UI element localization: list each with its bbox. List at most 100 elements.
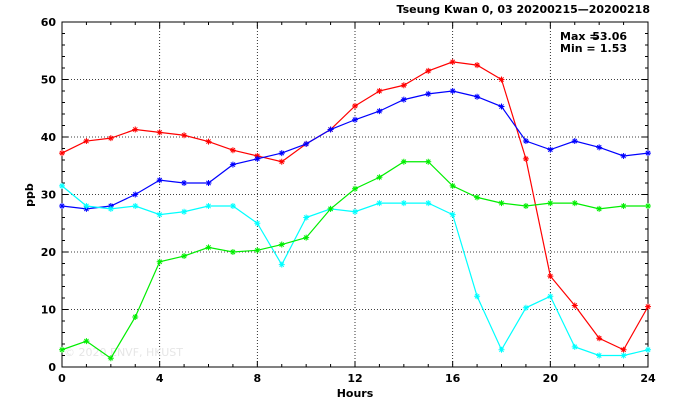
y-tick-label: 10 [41, 304, 57, 317]
data-point-marker [352, 116, 358, 123]
data-point-marker [181, 132, 188, 139]
data-point-marker [278, 158, 285, 165]
chart-title: Tseung Kwan 0, 03 20200215—20200218 [397, 3, 650, 16]
grid-lines [62, 22, 648, 367]
data-point-marker [254, 155, 261, 162]
y-tick-label: 40 [41, 131, 57, 144]
data-point-marker [205, 138, 212, 145]
data-point-marker [474, 62, 481, 69]
data-point-marker [449, 88, 456, 94]
data-point-marker [522, 138, 529, 145]
data-point-marker [449, 58, 456, 65]
x-tick-label: 24 [640, 372, 656, 385]
data-point-marker [522, 304, 529, 311]
data-point-marker [205, 203, 212, 209]
min-label: Min = [560, 42, 596, 55]
data-point-marker [498, 76, 505, 83]
data-point-marker [571, 302, 578, 309]
x-tick-label: 4 [156, 372, 164, 385]
data-point-marker [498, 346, 505, 353]
data-point-marker [400, 158, 407, 165]
data-point-marker [620, 352, 627, 359]
data-point-marker [400, 82, 407, 89]
data-point-marker [474, 194, 481, 201]
x-tick-label: 20 [543, 372, 559, 385]
data-point-marker [229, 203, 236, 209]
x-axis-label: Hours [337, 387, 374, 400]
data-point-marker [132, 313, 139, 320]
data-point-marker [547, 293, 554, 300]
data-point-marker [327, 205, 334, 212]
data-point-marker [474, 93, 481, 100]
data-point-marker [156, 129, 163, 136]
data-point-marker [278, 261, 285, 268]
axis-ticks: 0 4 8 12 16 20 24 0 10 20 30 40 50 60 [41, 16, 656, 385]
data-point-marker [474, 293, 481, 300]
data-point-marker [181, 208, 188, 215]
data-point-marker [645, 203, 651, 209]
data-point-marker [352, 208, 358, 215]
max-value: 53.06 [592, 30, 627, 43]
data-point-marker [181, 180, 188, 186]
data-point-marker [303, 140, 310, 147]
data-point-marker [449, 211, 456, 218]
data-point-marker [327, 126, 334, 133]
data-point-marker [254, 220, 261, 227]
data-point-marker [571, 200, 578, 207]
data-point-marker [620, 346, 627, 353]
data-point-marker [59, 182, 65, 189]
x-tick-label: 8 [254, 372, 262, 385]
data-point-marker [229, 249, 236, 255]
data-point-marker [425, 67, 432, 74]
data-point-marker [376, 200, 383, 207]
y-tick-label: 0 [48, 361, 56, 374]
data-point-marker [596, 352, 603, 359]
data-point-marker [278, 241, 285, 248]
data-point-marker [522, 155, 529, 162]
y-axis-label: ppb [23, 183, 36, 207]
data-point-marker [400, 96, 407, 103]
data-point-marker [205, 180, 212, 186]
data-point-marker [376, 88, 383, 94]
data-point-marker [132, 203, 139, 209]
data-point-marker [645, 150, 651, 157]
data-point-marker [571, 343, 578, 350]
data-point-marker [498, 200, 505, 207]
data-point-marker [425, 158, 432, 165]
x-tick-label: 16 [445, 372, 461, 385]
data-point-marker [254, 247, 261, 254]
data-point-marker [425, 90, 432, 97]
data-point-marker [59, 346, 65, 353]
data-point-marker [620, 203, 627, 209]
data-point-marker [156, 177, 163, 184]
data-point-marker [205, 244, 212, 251]
data-point-marker [107, 355, 114, 362]
x-tick-label: 0 [58, 372, 66, 385]
data-point-marker [596, 144, 603, 151]
data-point-marker [547, 200, 554, 207]
y-tick-label: 20 [41, 246, 57, 259]
data-point-marker [156, 211, 163, 218]
data-point-marker [83, 203, 90, 209]
data-point-marker [376, 108, 383, 115]
data-point-marker [571, 138, 578, 145]
data-point-marker [596, 335, 603, 342]
data-point-marker [547, 273, 554, 280]
data-point-marker [107, 205, 114, 212]
watermark: © 2020 ENVF, HKUST [64, 346, 183, 359]
y-tick-label: 60 [41, 16, 57, 29]
data-point-marker [596, 205, 603, 212]
data-point-marker [83, 338, 90, 345]
data-point-marker [132, 126, 139, 133]
data-point-marker [645, 346, 651, 353]
data-point-marker [376, 174, 383, 181]
data-point-marker [278, 150, 285, 157]
data-point-marker [352, 185, 358, 192]
data-point-marker [425, 200, 432, 207]
data-point-marker [156, 258, 163, 265]
data-point-marker [59, 150, 65, 157]
data-point-marker [303, 214, 310, 221]
data-point-marker [547, 146, 554, 153]
max-label: Max = [560, 30, 599, 43]
